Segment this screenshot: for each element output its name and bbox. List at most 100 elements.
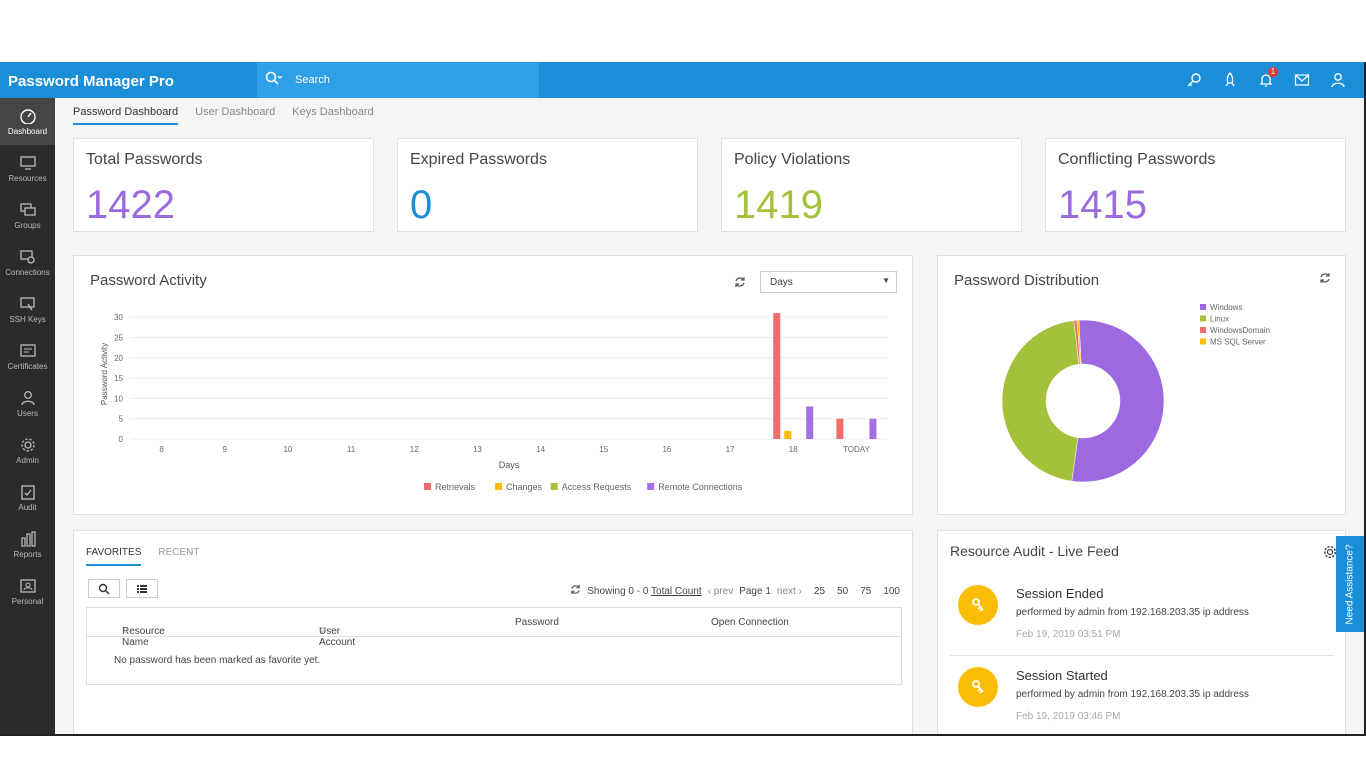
sidebar-item-label: Groups [14,220,41,230]
main-content: Password Dashboard User Dashboard Keys D… [55,98,1364,734]
period-select-value: Days [770,277,793,288]
stat-card-conflicting-passwords[interactable]: Conflicting Passwords 1415 [1045,138,1346,232]
chevron-left-icon: ‹ [707,585,711,597]
sidebar-item-label: Users [17,408,38,418]
y-tick-label: 0 [119,435,124,444]
app-logo[interactable]: Password Manager Pro [0,62,257,98]
sidebar-item-admin[interactable]: Admin [0,427,55,474]
refresh-icon[interactable] [570,584,581,598]
sidebar-item-label: Dashboard [7,126,48,136]
rocket-icon[interactable] [1212,62,1248,98]
feed-item-timestamp: Feb 19, 2019 03:51 PM [1016,629,1121,640]
legend-swatch [647,483,655,490]
page-size-100[interactable]: 100 [883,585,900,597]
stat-card-expired-passwords[interactable]: Expired Passwords 0 [397,138,698,232]
page-size-75[interactable]: 75 [860,585,872,597]
sort-icon: ⇕ [122,626,129,635]
y-axis-label: Password Activity [100,343,109,405]
sidebar-item-certificates[interactable]: Certificates [0,333,55,380]
page-size-25[interactable]: 25 [813,585,826,597]
stat-card-total-passwords[interactable]: Total Passwords 1422 [73,138,374,232]
sort-icon: ⇕ [319,626,326,635]
prev-link[interactable]: prev [713,585,734,597]
list-view-button[interactable] [126,579,158,598]
sidebar-item-dashboard[interactable]: Dashboard [0,98,55,145]
tab-user-dashboard[interactable]: User Dashboard [195,106,276,118]
page-indicator: Page 1 [739,585,771,597]
x-tick-label: 9 [223,445,228,454]
search-input[interactable]: Search [295,74,330,86]
sidebar-item-personal[interactable]: Personal [0,568,55,615]
gear-icon[interactable] [1323,545,1337,564]
refresh-icon[interactable] [1319,272,1331,287]
next-link[interactable]: next [776,585,796,597]
tab-recent[interactable]: RECENT [158,547,200,558]
user-profile-icon[interactable] [1320,62,1356,98]
sidebar-item-resources[interactable]: Resources [0,145,55,192]
monitor-icon [19,155,36,170]
search-bar[interactable]: Search [257,62,539,98]
legend-swatch [1200,315,1206,322]
tab-password-dashboard[interactable]: Password Dashboard [73,106,179,125]
sidebar-item-groups[interactable]: Groups [0,192,55,239]
page-size-50[interactable]: 50 [837,585,849,597]
window-edge [1364,62,1366,734]
sidebar-item-label: Personal [11,596,44,606]
chevron-right-icon: › [798,585,802,597]
sidebar-item-audit[interactable]: Audit [0,474,55,521]
showing-text: Showing 0 - 0 [587,585,649,597]
key-search-icon[interactable] [1176,62,1212,98]
sidebar-item-connections[interactable]: Connections [0,239,55,286]
y-tick-label: 30 [114,313,123,322]
mail-icon[interactable] [1284,62,1320,98]
user-icon [20,390,35,405]
legend-label: Access Requests [562,482,632,492]
favorites-panel: FAVORITES RECENT Showing 0 - 0 Total Cou… [73,530,913,734]
stat-value: 1419 [734,183,823,227]
sidebar-item-users[interactable]: Users [0,380,55,427]
favorites-table: Resource Name ⇕ User Account ⇕ Password … [86,607,902,685]
header-actions: 1 [1176,62,1356,98]
sidebar-item-label: Audit [18,502,37,512]
tab-keys-dashboard[interactable]: Keys Dashboard [292,106,374,118]
sidebar-item-reports[interactable]: Reports [0,521,55,568]
favorites-tabs: FAVORITES RECENT [86,547,200,566]
pie-slice [1071,319,1165,483]
pie-slice [1001,320,1080,482]
refresh-icon[interactable] [734,276,746,291]
bar-chart-icon [20,530,36,547]
stat-card-policy-violations[interactable]: Policy Violations 1419 [721,138,1022,232]
total-count-link[interactable]: Total Count [651,585,702,597]
period-select[interactable]: Days ▼ [760,271,897,293]
search-button[interactable] [88,579,120,598]
stat-value: 1422 [86,183,175,227]
legend-swatch [550,483,558,490]
divider [950,655,1334,656]
feed-item-title: Session Started [1016,668,1108,683]
search-icon[interactable] [265,71,283,90]
legend-label: Remote Connections [658,482,743,492]
top-bar: Password Manager Pro Search 1 [0,62,1366,98]
sidebar-item-ssh-keys[interactable]: SSH Keys [0,286,55,333]
tab-favorites[interactable]: FAVORITES [86,547,142,566]
stat-value: 0 [410,183,433,227]
need-assistance-button[interactable]: Need Assistance? [1336,536,1364,632]
x-tick-label: 15 [599,445,608,454]
password-activity-panel: Password Activity Days ▼ 0 5 10 15 20 25 30 Pas… [73,255,913,515]
sidebar: Dashboard Resources Groups Connections S… [0,98,55,734]
y-tick-label: 5 [119,415,124,424]
top-margin [0,0,1366,62]
bar [869,418,877,439]
legend-label: WindowsDomain [1210,326,1270,335]
x-axis-label: Days [499,460,520,470]
feed-item-title: Session Ended [1016,586,1104,601]
legend-label: Changes [506,482,543,492]
legend-label: Linux [1210,315,1229,324]
y-tick-label: 20 [114,354,123,363]
bar [806,406,814,439]
sidebar-item-label: SSH Keys [9,314,46,324]
legend-label: Retrievals [435,482,476,492]
x-tick-label: 8 [159,445,164,454]
notification-bell-icon[interactable]: 1 [1248,62,1284,98]
sidebar-item-label: Reports [13,549,42,559]
